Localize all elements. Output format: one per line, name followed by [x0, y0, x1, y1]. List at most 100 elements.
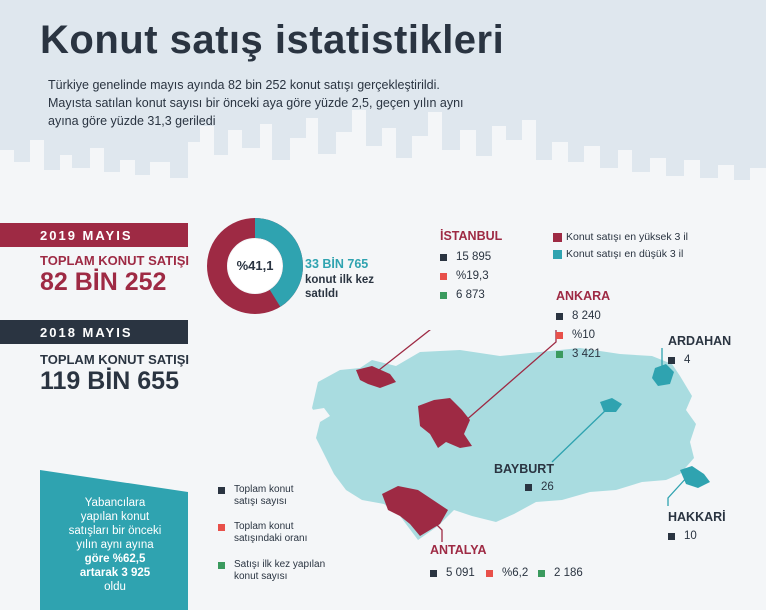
navy-square-icon: [668, 532, 675, 540]
teal-square-icon: [553, 249, 562, 259]
band-2018: 2018 MAYIS: [0, 320, 188, 344]
foreign-line-6: artarak 3 925: [79, 567, 151, 579]
navy-square-icon: [440, 253, 447, 261]
subtitle-line-3: ayına göre yüzde 31,3 geriledi: [48, 114, 216, 128]
total-2019-label: TOPLAM KONUT SATIŞI: [40, 253, 190, 268]
hakkari-total-value: 10: [684, 530, 697, 542]
legend-first-sale: Satışı ilk kez yapılan konut sayısı: [218, 559, 325, 583]
legend-share: Toplam konut satışındaki oranı: [218, 521, 307, 545]
legend-first-sale-line-1: Satışı ilk kez yapılan: [234, 559, 326, 570]
red-square-icon: [556, 331, 563, 339]
legend-first-sale-line-2: konut sayısı: [234, 571, 288, 582]
donut-pct-label: %41,1: [237, 258, 274, 273]
antalya-share-value: %6,2: [502, 567, 529, 579]
red-square-icon: [218, 524, 225, 531]
ankara-name: ANKARA: [556, 289, 611, 303]
turkey-map: [312, 330, 710, 542]
istanbul-region: [356, 366, 396, 388]
istanbul-total-value: 15 895: [456, 251, 492, 263]
ardahan-name: ARDAHAN: [668, 334, 732, 348]
legend-highest-label: Konut satışı en yüksek 3 il: [566, 231, 688, 243]
total-2018-label: TOPLAM KONUT SATIŞI: [40, 352, 190, 367]
subtitle-line-2: Mayısta satılan konut sayısı bir önceki …: [48, 96, 464, 110]
istanbul-first-value: 6 873: [456, 289, 485, 301]
navy-square-icon: [430, 569, 437, 577]
legend-highest: Konut satışı en yüksek 3 il: [553, 231, 688, 243]
istanbul-share: %19,3: [440, 270, 489, 282]
navy-square-icon: [525, 483, 532, 491]
bayburt-total-value: 26: [541, 481, 554, 493]
first-sale-donut: %41,1: [207, 218, 303, 314]
antalya-total: 5 091: [430, 567, 475, 579]
navy-square-icon: [668, 356, 675, 364]
antalya-name: ANTALYA: [430, 543, 487, 557]
green-square-icon: [556, 350, 563, 358]
ankara-share: %10: [556, 329, 595, 341]
navy-square-icon: [218, 487, 225, 494]
legend-lowest: Konut satışı en düşük 3 il: [553, 248, 683, 260]
green-square-icon: [538, 569, 545, 577]
legend-share-line-1: Toplam konut: [234, 521, 294, 532]
page-title: Konut satış istatistikleri: [40, 18, 505, 62]
donut-value: 33 BİN 765: [305, 257, 369, 271]
foreign-line-3: satışları bir önceki: [68, 525, 162, 537]
subtitle-line-1: Türkiye genelinde mayıs ayında 82 bin 25…: [48, 78, 440, 92]
hakkari-region: [680, 466, 710, 488]
legend-share-line-2: satışındaki oranı: [234, 533, 308, 544]
ardahan-total-value: 4: [684, 354, 691, 366]
ardahan-region: [652, 364, 674, 386]
ankara-total-value: 8 240: [572, 310, 601, 322]
donut-caption-line-1: konut ilk kez: [305, 274, 375, 286]
hakkari-total: 10: [668, 530, 697, 542]
total-2018-value: 119 BİN 655: [40, 367, 179, 395]
istanbul-connector: [373, 330, 431, 375]
istanbul-name: İSTANBUL: [440, 229, 503, 243]
green-square-icon: [218, 562, 225, 569]
hakkari-connector: [667, 475, 689, 506]
donut-caption-line-2: satıldı: [305, 288, 339, 300]
red-square-icon: [486, 569, 493, 577]
foreign-line-1: Yabancılara: [84, 497, 146, 509]
istanbul-total: 15 895: [440, 251, 491, 263]
legend-total-count-line-1: Toplam konut: [234, 484, 294, 495]
istanbul-share-value: %19,3: [456, 270, 489, 282]
crimson-square-icon: [553, 232, 562, 242]
foreign-line-2: yapılan konut: [80, 511, 150, 523]
band-2019: 2019 MAYIS: [0, 223, 188, 247]
antalya-connector: [419, 507, 443, 542]
antalya-region: [382, 486, 448, 536]
ankara-region: [418, 398, 472, 448]
box-corner-decoration: [40, 470, 188, 492]
legend-lowest-label: Konut satışı en düşük 3 il: [566, 248, 684, 260]
antalya-first: 2 186: [538, 567, 583, 579]
bayburt-region: [600, 398, 622, 412]
ankara-share-value: %10: [572, 329, 596, 341]
antalya-share: %6,2: [486, 567, 528, 579]
foreign-sales-text: Yabancılara yapılan konut satışları bir …: [56, 496, 174, 594]
ankara-first-value: 3 421: [572, 348, 601, 360]
foreign-line-4: yılın aynı ayına: [76, 539, 154, 551]
donut-caption: konut ilk kez satıldı: [305, 273, 374, 301]
bayburt-connector: [551, 407, 609, 463]
ankara-connector: [463, 330, 557, 423]
donut-first-sale-segment: [207, 218, 303, 314]
legend-total-count-line-2: satışı sayısı: [234, 496, 287, 507]
red-square-icon: [440, 272, 447, 280]
navy-square-icon: [556, 312, 563, 320]
bayburt-total: 26: [525, 481, 554, 493]
total-2019-value: 82 BİN 252: [40, 268, 167, 296]
legend-total-count: Toplam konut satışı sayısı: [218, 484, 293, 508]
istanbul-first: 6 873: [440, 289, 485, 301]
foreign-line-7: oldu: [104, 581, 126, 593]
ardahan-total: 4: [668, 354, 690, 366]
antalya-first-value: 2 186: [554, 567, 583, 579]
antalya-total-value: 5 091: [446, 567, 475, 579]
skyline-background: [0, 0, 766, 205]
hakkari-name: HAKKARİ: [668, 510, 726, 524]
bayburt-name: BAYBURT: [494, 462, 554, 476]
foreign-line-5: göre %62,5: [84, 553, 146, 565]
green-square-icon: [440, 291, 447, 299]
foreign-sales-box: Yabancılara yapılan konut satışları bir …: [40, 470, 188, 610]
ankara-first: 3 421: [556, 348, 601, 360]
ankara-total: 8 240: [556, 310, 601, 322]
